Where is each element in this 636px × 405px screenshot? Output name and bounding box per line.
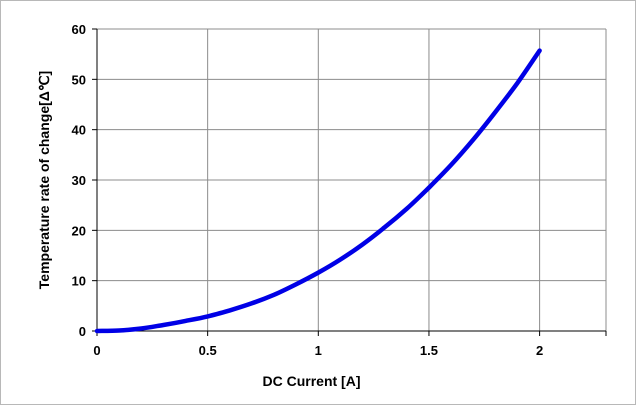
y-tick-label: 60 [72, 22, 86, 37]
x-tick-label: 0.5 [199, 343, 217, 358]
y-tick-label: 20 [72, 223, 86, 238]
x-tick-label: 1.5 [420, 343, 438, 358]
series-layer [94, 48, 542, 334]
y-tick-label: 10 [72, 274, 86, 289]
series-line [94, 48, 542, 334]
y-tick-label: 50 [72, 72, 86, 87]
x-axis-label: DC Current [A] [263, 373, 361, 389]
x-tick-label: 2 [536, 343, 543, 358]
x-tick-label: 0 [93, 343, 100, 358]
x-axis-ticks: 0 0.5 1 1.5 2 [93, 331, 607, 358]
x-tick-label: 1 [315, 343, 322, 358]
y-axis-ticks: 0 10 20 30 40 50 60 [72, 22, 97, 339]
grid-lines [97, 28, 607, 331]
y-axis-label: Temperature rate of change[Δ℃] [36, 71, 52, 289]
y-tick-label: 40 [72, 123, 86, 138]
y-tick-label: 30 [72, 173, 86, 188]
y-tick-label: 0 [79, 324, 86, 339]
